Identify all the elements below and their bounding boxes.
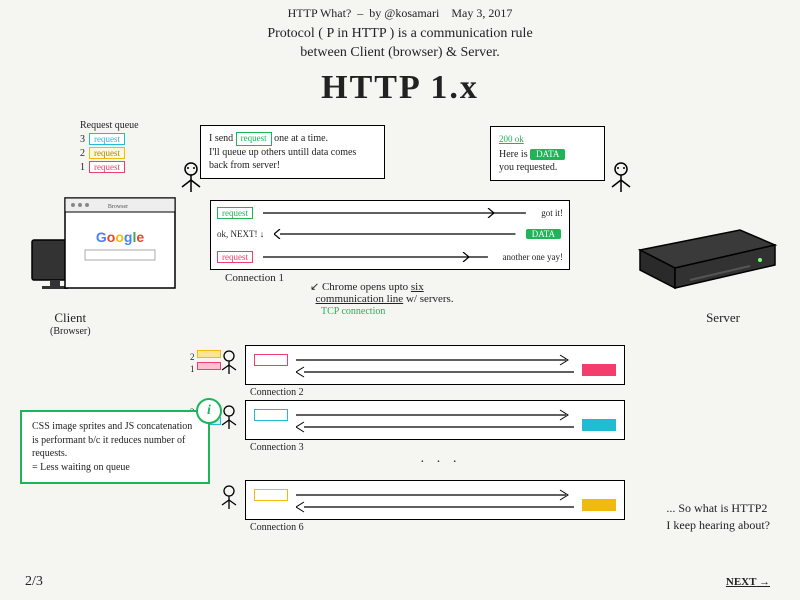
queue-num: 1 — [80, 162, 85, 173]
subtitle-line1: Protocol ( P in HTTP ) is a communicatio… — [267, 26, 532, 41]
stick-figure-server — [610, 162, 632, 202]
bubble-text: you requested. — [499, 162, 557, 173]
request-chip: request — [89, 133, 125, 145]
byline: by @kosamari — [369, 6, 439, 20]
connection-1-box: request got it! ok, NEXT! ↓ DATA request… — [210, 200, 570, 270]
queue-row-2: 2 request — [80, 147, 139, 159]
connection-6-label: Connection 6 — [250, 522, 304, 533]
next-link[interactable]: NEXT — [726, 576, 770, 588]
tab-label: Browser — [108, 204, 128, 210]
date: May 3, 2017 — [451, 6, 512, 20]
request-chip: request — [89, 147, 125, 159]
stick-figure-icon — [220, 485, 238, 517]
connection-2-box — [245, 345, 625, 385]
header-meta: HTTP What? – by @kosamari May 3, 2017 — [0, 0, 800, 21]
queue-heading: Request queue — [80, 120, 139, 131]
connection-6-box — [245, 480, 625, 520]
diagram-stage: Request queue 3 request 2 request 1 requ… — [0, 120, 800, 600]
req-block — [254, 354, 288, 366]
info-callout: i CSS image sprites and JS concatenation… — [20, 410, 210, 484]
request-chip: request — [217, 251, 253, 263]
series-title: HTTP What? — [288, 6, 352, 20]
note-text: w/ servers. — [406, 293, 454, 305]
svg-text:Google: Google — [96, 229, 144, 245]
arrows-icon — [296, 487, 576, 515]
arrow-right-icon — [263, 208, 531, 218]
connection-2-label: Connection 2 — [250, 387, 304, 398]
bubble-text: I send — [209, 133, 236, 144]
connection-3-box — [245, 400, 625, 440]
bubble-text: I'll queue up others untill data comes b… — [209, 147, 356, 171]
page-number: 2/3 — [25, 574, 43, 590]
bubble-text: Here is — [499, 149, 530, 160]
data-block — [582, 499, 616, 511]
stick-figure-icon — [220, 405, 238, 437]
arrow-left-icon — [274, 229, 515, 239]
info-icon: i — [196, 398, 222, 424]
queue-num: 2 — [80, 148, 85, 159]
request-chip: request — [89, 161, 125, 173]
outro-line2: I keep hearing about? — [666, 518, 770, 532]
queue-row-3: 3 request — [80, 133, 139, 145]
client-illustration: Browser Google — [30, 190, 180, 315]
server-label: Server — [706, 310, 740, 326]
speech-bubble-server: 200 ok Here is DATA you requested. — [490, 126, 605, 181]
data-block — [582, 419, 616, 431]
note-six: six — [411, 281, 424, 293]
client-label: Client (Browser) — [50, 310, 91, 337]
status-200: 200 ok — [499, 134, 524, 146]
req-block — [254, 489, 288, 501]
note-text: Chrome opens upto — [322, 281, 411, 293]
data-chip: DATA — [526, 229, 561, 239]
subtitle: Protocol ( P in HTTP ) is a communicatio… — [0, 25, 800, 63]
arrows-icon — [296, 407, 576, 435]
queue-row-1: 1 request — [80, 161, 139, 173]
arrows-icon — [296, 352, 576, 380]
server-illustration — [630, 220, 780, 305]
speech-bubble-client: I send request one at a time. I'll queue… — [200, 125, 385, 179]
request-chip: request — [236, 132, 272, 146]
tcp-label: TCP connection — [321, 306, 385, 317]
stick-figure-client — [180, 162, 202, 202]
stick-figure-icon — [220, 350, 238, 382]
arrow-right-icon — [263, 252, 493, 262]
next-text: ok, NEXT! ↓ — [217, 229, 264, 239]
bubble-text: one at a time. — [274, 133, 328, 144]
data-block — [582, 364, 616, 376]
chrome-note: ↙ Chrome opens upto six communication li… — [310, 280, 454, 317]
data-chip: DATA — [530, 149, 565, 161]
arrow-hint: ↙ — [310, 281, 319, 293]
request-queue: Request queue 3 request 2 request 1 requ… — [80, 120, 139, 175]
ellipsis-icon: · · · — [420, 455, 461, 471]
response-text: another one yay! — [503, 252, 563, 262]
client-label-sub: (Browser) — [50, 326, 91, 337]
outro-line1: ... So what is HTTP2 — [666, 501, 767, 515]
response-text: got it! — [541, 208, 563, 218]
connection-1-label: Connection 1 — [225, 272, 284, 284]
request-chip: request — [217, 207, 253, 219]
mini-queue-2: 2 1 — [190, 350, 221, 374]
req-block — [254, 409, 288, 421]
big-title: HTTP 1.x — [0, 69, 800, 107]
client-label-text: Client — [54, 310, 86, 325]
subtitle-line2: between Client (browser) & Server. — [300, 45, 499, 60]
info-text: CSS image sprites and JS concatenation i… — [32, 421, 192, 473]
outro-text: ... So what is HTTP2 I keep hearing abou… — [666, 500, 770, 534]
queue-num: 3 — [80, 134, 85, 145]
note-text: communication line — [316, 293, 404, 305]
connection-3-label: Connection 3 — [250, 442, 304, 453]
